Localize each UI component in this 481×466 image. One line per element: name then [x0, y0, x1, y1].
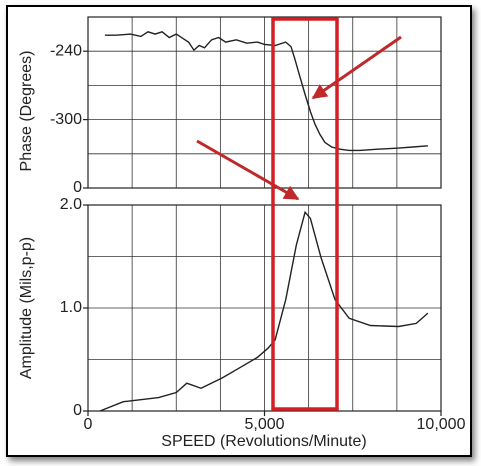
y-tick-label: -300 — [50, 111, 82, 128]
y-tick-label: 2.0 — [60, 196, 82, 213]
y-tick-label: 1.0 — [60, 299, 82, 316]
plot-frame — [87, 204, 442, 412]
y-tick-label: 0 — [73, 402, 82, 419]
x-tick-label: 0 — [84, 416, 93, 433]
y-axis-label: Phase (Degrees) — [18, 51, 35, 172]
x-tick-label: 10,000 — [417, 416, 466, 433]
frame — [6, 5, 472, 457]
arrow — [311, 35, 402, 100]
data-line — [99, 210, 429, 412]
x-axis-label: SPEED (Revolutions/Minute) — [161, 433, 366, 450]
highlight-box — [271, 17, 339, 411]
plot-frame — [87, 16, 442, 189]
data-line — [104, 31, 428, 152]
arrow — [196, 139, 300, 201]
x-tick-label: 5,000 — [244, 416, 284, 433]
y-tick-label: 0 — [73, 179, 82, 196]
y-axis-label: Amplitude (Mils,p-p) — [18, 237, 35, 379]
y-tick-label: -240 — [50, 42, 82, 59]
